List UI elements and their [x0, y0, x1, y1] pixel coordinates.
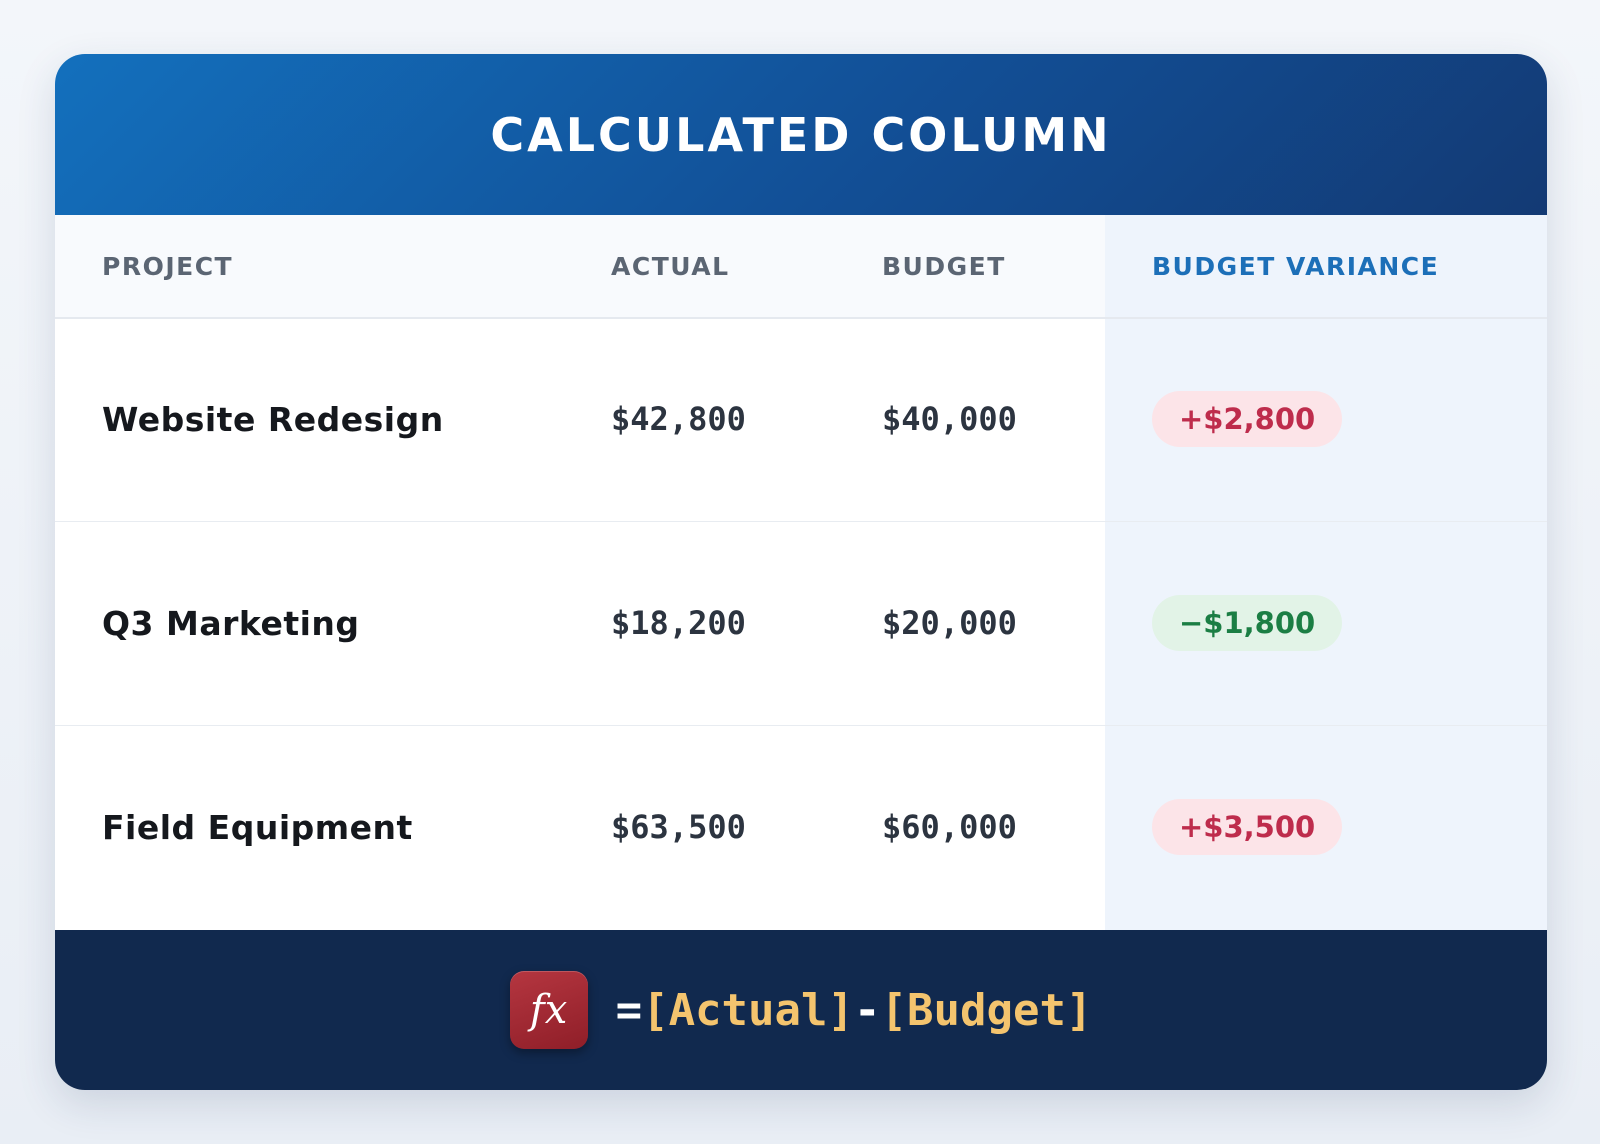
formula-bar: fx = [Actual] - [Budget]	[55, 930, 1547, 1090]
calculated-column-card: CALCULATED COLUMN PROJECT ACTUAL BUDGET …	[55, 54, 1547, 1090]
budget-value: $20,000	[882, 604, 1017, 642]
formula-operand-actual: [Actual]	[642, 984, 854, 1036]
variance-cell: +$2,800	[1105, 317, 1547, 521]
project-name: Q3 Marketing	[102, 603, 360, 643]
data-table: PROJECT ACTUAL BUDGET BUDGET VARIANCE We…	[55, 215, 1547, 930]
formula-equals: =	[615, 984, 643, 1036]
table-row: Field Equipment $63,500 $60,000 +$3,500	[55, 725, 1547, 929]
actual-value: $18,200	[611, 604, 746, 642]
formula-expression: = [Actual] - [Budget]	[616, 985, 1093, 1036]
column-header-project: PROJECT	[102, 251, 234, 281]
table-row: Q3 Marketing $18,200 $20,000 −$1,800	[55, 521, 1547, 726]
formula-operator: -	[854, 984, 881, 1036]
variance-badge: +$3,500	[1152, 799, 1343, 855]
formula-operand-budget: [Budget]	[880, 984, 1093, 1036]
column-header-budget: BUDGET	[882, 251, 1006, 281]
fx-icon: fx	[509, 971, 588, 1049]
variance-cell: +$3,500	[1105, 725, 1547, 929]
project-name: Website Redesign	[102, 399, 444, 439]
title-bar: CALCULATED COLUMN	[55, 54, 1547, 215]
variance-badge: −$1,800	[1152, 595, 1343, 651]
table-row: Website Redesign $42,800 $40,000 +$2,800	[55, 317, 1547, 522]
budget-value: $60,000	[882, 808, 1017, 846]
column-header-variance: BUDGET VARIANCE	[1152, 251, 1440, 281]
project-name: Field Equipment	[102, 807, 413, 847]
actual-value: $42,800	[611, 400, 746, 438]
variance-badge: +$2,800	[1152, 391, 1343, 447]
card-title: CALCULATED COLUMN	[490, 107, 1112, 162]
budget-value: $40,000	[882, 400, 1017, 438]
variance-cell: −$1,800	[1105, 521, 1547, 725]
column-header-actual: ACTUAL	[611, 251, 730, 281]
column-header-variance-cell: BUDGET VARIANCE	[1105, 215, 1547, 317]
table-header-row: PROJECT ACTUAL BUDGET BUDGET VARIANCE	[55, 215, 1547, 319]
actual-value: $63,500	[611, 808, 746, 846]
